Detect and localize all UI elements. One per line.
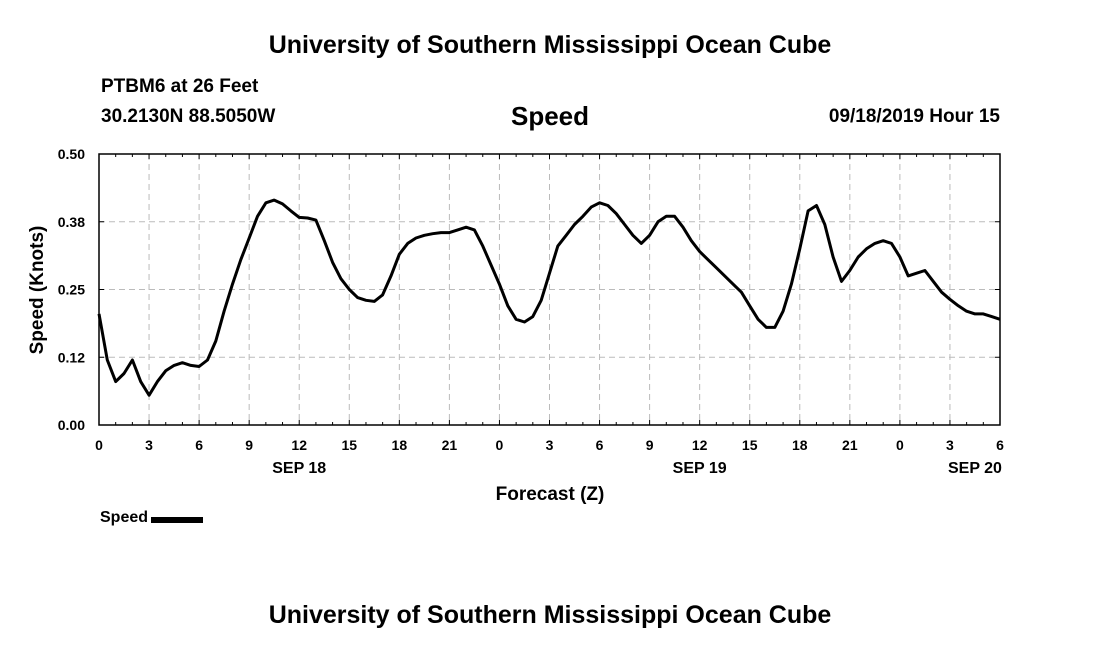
legend-swatch bbox=[151, 517, 204, 523]
x-tick-label: 6 bbox=[195, 437, 203, 453]
x-tick-label: 3 bbox=[145, 437, 153, 453]
x-tick-label: 9 bbox=[245, 437, 253, 453]
y-tick-label: 0.12 bbox=[58, 349, 85, 365]
x-tick-label: 21 bbox=[442, 437, 458, 453]
y-tick-label: 0.00 bbox=[58, 417, 85, 433]
x-tick-label: 18 bbox=[792, 437, 808, 453]
x-tick-label: 15 bbox=[341, 437, 357, 453]
x-tick-label: 6 bbox=[996, 437, 1004, 453]
x-tick-label: 0 bbox=[496, 437, 504, 453]
x-tick-label: 0 bbox=[896, 437, 904, 453]
coordinates-label: 30.2130N 88.5050W bbox=[101, 106, 276, 127]
chart-title: Speed bbox=[510, 101, 590, 131]
y-tick-label: 0.38 bbox=[58, 214, 85, 230]
y-tick-label: 0.50 bbox=[58, 146, 85, 162]
x-tick-labels: 0 3 6 9 12 15 18 21 0 3 6 9 12 15 18 21 0 3 6 bbox=[95, 437, 1004, 453]
x-tick-label: 12 bbox=[692, 437, 708, 453]
station-label: PTBM6 at 26 Feet bbox=[101, 76, 259, 97]
x-tick-label: 3 bbox=[946, 437, 954, 453]
x-tick-label: 0 bbox=[95, 437, 103, 453]
date-label: SEP 19 bbox=[673, 460, 727, 477]
x-tick-label: 12 bbox=[291, 437, 307, 453]
y-tick-labels: 0.00 0.12 0.25 0.38 0.50 bbox=[58, 146, 85, 433]
page-title: University of Southern Mississippi Ocean… bbox=[268, 31, 832, 59]
x-tick-label: 21 bbox=[842, 437, 858, 453]
grid-lines bbox=[99, 154, 1000, 425]
date-label: SEP 18 bbox=[272, 460, 326, 477]
legend: Speed bbox=[100, 509, 204, 527]
series-line-speed bbox=[97, 198, 1001, 397]
x-axis-label: Forecast (Z) bbox=[496, 484, 605, 505]
footer-title: University of Southern Mississippi Ocean… bbox=[268, 601, 832, 629]
x-tick-label: 9 bbox=[646, 437, 654, 453]
x-tick-label: 18 bbox=[392, 437, 408, 453]
date-labels: SEP 18 SEP 19 SEP 20 bbox=[272, 460, 1002, 477]
x-tick-label: 3 bbox=[546, 437, 554, 453]
legend-label: Speed bbox=[100, 509, 149, 526]
x-tick-label: 15 bbox=[742, 437, 758, 453]
datetime-label: 09/18/2019 Hour 15 bbox=[828, 106, 1000, 127]
y-tick-label: 0.25 bbox=[58, 282, 85, 298]
plot-frame bbox=[98, 153, 1001, 426]
x-tick-label: 6 bbox=[596, 437, 604, 453]
y-axis-label: Speed (Knots) bbox=[27, 226, 48, 355]
date-label: SEP 20 bbox=[948, 460, 1002, 477]
